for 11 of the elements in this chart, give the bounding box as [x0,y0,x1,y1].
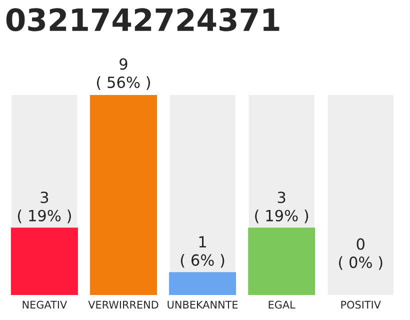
x-tick-label: VERWIRREND [88,300,158,309]
data-label: 3 ( 19% ) [255,192,308,224]
x-tick-label: POSITIV [341,300,381,309]
data-label: 0 ( 0% ) [339,238,382,270]
data-label: 1 ( 6% ) [180,236,224,268]
data-label: 3 ( 19% ) [18,192,71,224]
chart-title: 0321742724371 [6,8,280,32]
x-tick-label: NEGATIV [22,300,68,309]
x-tick-label: UNBEKANNTE [168,300,238,309]
x-tick-label: EGAL [268,300,296,309]
data-label: 9 ( 56% ) [97,58,150,90]
